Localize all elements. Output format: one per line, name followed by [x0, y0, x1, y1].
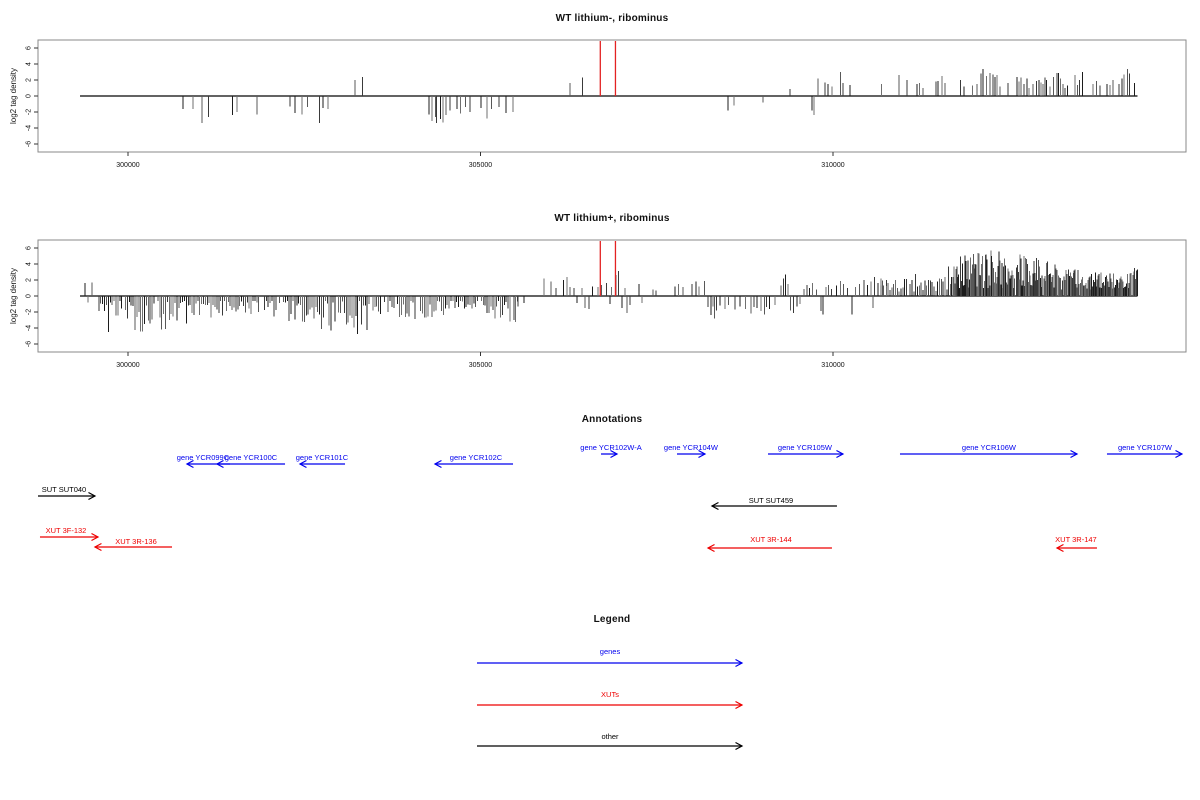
annotation-gene-ycr106w: gene YCR106W [899, 443, 1079, 459]
legend-block: genes XUTs other [477, 647, 744, 751]
annotation-gene-ycr102w-a: gene YCR102W-A [580, 443, 642, 459]
legend-item-xuts: XUTs [477, 690, 744, 710]
annotation-arrow-gene-ycr101c-head [298, 459, 307, 469]
annotation-gene-ycr100c: gene YCR100C [215, 453, 286, 469]
y-tick-label: 6 [26, 46, 33, 50]
annotation-sut-sut459: SUT SUT459 [710, 496, 837, 511]
y-tick-label: 4 [26, 262, 33, 266]
annotation-label-xut-3f-132: XUT 3F-132 [46, 526, 87, 535]
annotation-label-gene-ycr100c: gene YCR100C [225, 453, 278, 462]
y-tick-label: 0 [26, 294, 33, 298]
annotation-label-xut-3r-147: XUT 3R-147 [1055, 535, 1097, 544]
y-tick-label: -6 [26, 141, 33, 147]
x-tick-label: 305000 [469, 362, 492, 369]
annotation-arrow-gene-ycr106w-head [1070, 449, 1079, 459]
annotation-arrow-xut-3r-136-head [93, 542, 102, 552]
annotation-label-gene-ycr101c: gene YCR101C [296, 453, 349, 462]
legend-label-other: other [601, 732, 619, 741]
y-tick-label: 2 [26, 78, 33, 82]
y-tick-label: -4 [26, 325, 33, 331]
annotation-xut-3r-147: XUT 3R-147 [1055, 535, 1097, 553]
annotation-label-gene-ycr107w: gene YCR107W [1118, 443, 1173, 452]
annotation-arrow-xut-3r-147-head [1055, 543, 1064, 553]
y-tick-label: 6 [26, 246, 33, 250]
annotations-title: Annotations [581, 414, 643, 425]
annotation-arrow-sut-sut459-head [710, 501, 719, 511]
legend-arrow-xuts-head [735, 700, 744, 710]
annotation-gene-ycr102c: gene YCR102C [433, 453, 514, 469]
annotation-arrow-gene-ycr104w-head [698, 449, 707, 459]
legend-item-other: other [477, 732, 744, 751]
x-tick-label: 310000 [821, 162, 844, 169]
y-tick-label: 0 [26, 94, 33, 98]
y-tick-label: 2 [26, 278, 33, 282]
annotation-label-gene-ycr102c: gene YCR102C [450, 453, 503, 462]
legend-label-xuts: XUTs [601, 690, 619, 699]
annotation-arrow-gene-ycr102c-head [433, 459, 442, 469]
annotation-arrow-gene-ycr100c-head [215, 459, 224, 469]
annotation-xut-3r-136: XUT 3R-136 [93, 537, 173, 552]
legend-title: Legend [593, 614, 631, 625]
y-tick-label: 4 [26, 62, 33, 66]
panel2-title: WT lithium+, ribominus [554, 213, 670, 224]
annotation-xut-3r-144: XUT 3R-144 [706, 535, 832, 553]
annotation-label-gene-ycr102w-a: gene YCR102W-A [580, 443, 641, 452]
legend-item-genes: genes [477, 647, 744, 668]
annotation-arrow-gene-ycr102w-a-head [610, 449, 619, 459]
y-tick-label: -4 [26, 125, 33, 131]
legend-arrow-genes-head [735, 658, 744, 668]
y-tick-label: -2 [26, 109, 33, 115]
annotation-gene-ycr107w: gene YCR107W [1106, 443, 1184, 459]
annotation-arrow-gene-ycr099c-head [185, 459, 194, 469]
x-tick-label: 310000 [821, 362, 844, 369]
annotation-label-xut-3r-136: XUT 3R-136 [115, 537, 157, 546]
annotation-arrow-xut-3r-144-head [706, 543, 715, 553]
legend-label-genes: genes [600, 647, 621, 656]
x-tick-label: 305000 [469, 162, 492, 169]
annotation-label-gene-ycr105w: gene YCR105W [778, 443, 833, 452]
annotation-arrow-gene-ycr105w-head [836, 449, 845, 459]
annotation-label-sut-sut040: SUT SUT040 [42, 485, 86, 494]
y-tick-label: -6 [26, 341, 33, 347]
annotation-sut-sut040: SUT SUT040 [38, 485, 97, 501]
annotation-arrow-xut-3f-132-head [91, 532, 100, 542]
x-tick-label: 300000 [116, 362, 139, 369]
y-tick-label: -2 [26, 309, 33, 315]
annotation-arrow-sut-sut040-head [88, 491, 97, 501]
annotation-gene-ycr105w: gene YCR105W [768, 443, 845, 459]
annotation-label-gene-ycr099c: gene YCR099C [177, 453, 230, 462]
annotation-label-xut-3r-144: XUT 3R-144 [750, 535, 792, 544]
annotation-label-gene-ycr106w: gene YCR106W [962, 443, 1017, 452]
annotation-arrow-gene-ycr107w-head [1175, 449, 1184, 459]
annotation-xut-3f-132: XUT 3F-132 [39, 526, 100, 542]
annotation-gene-ycr104w: gene YCR104W [664, 443, 719, 459]
annotation-gene-ycr101c: gene YCR101C [296, 453, 349, 469]
annotation-gene-ycr099c: gene YCR099C [177, 453, 230, 469]
panel1-title: WT lithium-, ribominus [555, 13, 669, 24]
density-panel-1: -6 -4 -2 0 2 4 6 300000 305000 310000 [26, 39, 1187, 169]
legend-arrow-other-head [735, 741, 744, 751]
annotation-label-gene-ycr104w: gene YCR104W [664, 443, 719, 452]
density-panel-2: -6 -4 -2 0 2 4 6 300000 305000 310000 [26, 239, 1187, 369]
annotation-label-sut-sut459: SUT SUT459 [749, 496, 793, 505]
x-tick-label: 300000 [116, 162, 139, 169]
